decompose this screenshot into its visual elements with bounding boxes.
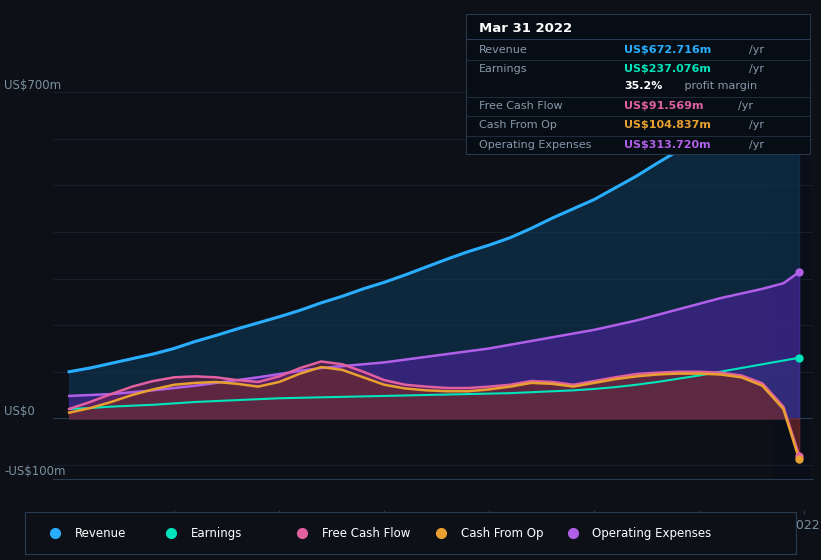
Text: 35.2%: 35.2% [624, 81, 663, 91]
Text: US$91.569m: US$91.569m [624, 101, 704, 111]
Bar [773, 78, 810, 479]
Text: Free Cash Flow: Free Cash Flow [322, 527, 410, 540]
Text: US$313.720m: US$313.720m [624, 140, 711, 150]
Text: profit margin: profit margin [681, 81, 757, 91]
Text: Cash From Op: Cash From Op [461, 527, 544, 540]
Text: Cash From Op: Cash From Op [479, 120, 557, 130]
Text: /yr: /yr [750, 140, 764, 150]
Text: US$0: US$0 [4, 405, 34, 418]
Text: Operating Expenses: Operating Expenses [479, 140, 592, 150]
Text: Earnings: Earnings [479, 64, 528, 74]
Text: Earnings: Earnings [190, 527, 242, 540]
Text: Operating Expenses: Operating Expenses [592, 527, 711, 540]
Text: Revenue: Revenue [75, 527, 126, 540]
Text: Mar 31 2022: Mar 31 2022 [479, 22, 572, 35]
Text: US$700m: US$700m [4, 80, 62, 92]
Text: -US$100m: -US$100m [4, 465, 66, 478]
Text: US$237.076m: US$237.076m [624, 64, 711, 74]
Text: Free Cash Flow: Free Cash Flow [479, 101, 563, 111]
Text: Revenue: Revenue [479, 45, 528, 55]
Text: US$104.837m: US$104.837m [624, 120, 711, 130]
Text: /yr: /yr [750, 45, 764, 55]
Text: /yr: /yr [750, 64, 764, 74]
Text: /yr: /yr [750, 120, 764, 130]
Text: US$672.716m: US$672.716m [624, 45, 711, 55]
Text: /yr: /yr [738, 101, 753, 111]
